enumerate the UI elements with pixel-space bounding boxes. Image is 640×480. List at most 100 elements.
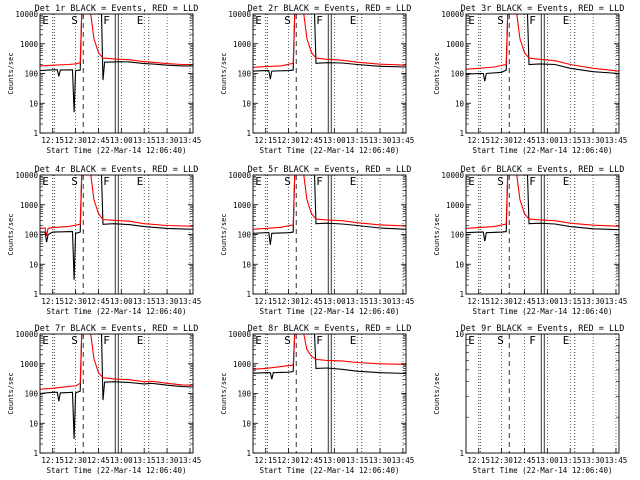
series-events-line: [253, 175, 406, 245]
x-tick-label: 12:30: [490, 136, 513, 145]
x-axis-label: Start Time (22-Mar-14 12:06:40): [47, 146, 187, 155]
x-tick-label: 13:45: [392, 136, 415, 145]
x-tick-label: 12:15: [254, 456, 277, 465]
x-tick-label: 12:45: [87, 456, 110, 465]
marker-label: F: [316, 175, 323, 188]
x-tick-label: 12:30: [64, 136, 87, 145]
panel-title: Det 9r BLACK = Events, RED = LLD: [461, 324, 625, 334]
x-tick-label: 13:45: [605, 297, 628, 306]
x-tick-label: 13:00: [536, 297, 559, 306]
x-tick-label: 12:15: [41, 136, 64, 145]
x-tick-label: 13:15: [346, 136, 369, 145]
marker-label: S: [71, 14, 78, 27]
y-axis-label: Counts/sec: [433, 213, 441, 255]
y-axis-label: Counts/sec: [220, 213, 228, 255]
x-tick-label: 13:00: [536, 136, 559, 145]
y-tick-label: 1000: [20, 40, 39, 49]
plot-frame: [465, 333, 620, 454]
x-tick-label: 13:45: [605, 456, 628, 465]
y-tick-label: 1: [246, 290, 251, 299]
x-tick-label: 12:45: [300, 297, 323, 306]
x-axis-label: Start Time (22-Mar-14 12:06:40): [473, 466, 613, 475]
x-tick-label: 13:15: [559, 297, 582, 306]
marker-label: F: [103, 175, 110, 188]
series-events-line: [253, 334, 406, 380]
marker-label: E: [42, 334, 49, 347]
x-axis-label: Start Time (22-Mar-14 12:06:40): [473, 146, 613, 155]
marker-label: E: [42, 14, 49, 27]
x-tick-label: 12:30: [277, 456, 300, 465]
marker-label: E: [255, 14, 262, 27]
x-tick-label: 13:45: [605, 136, 628, 145]
x-tick-label: 13:30: [156, 136, 179, 145]
x-tick-label: 13:30: [156, 297, 179, 306]
marker-label: E: [350, 14, 357, 27]
x-axis-label: Start Time (22-Mar-14 12:06:40): [260, 466, 400, 475]
x-tick-label: 12:15: [41, 297, 64, 306]
y-tick-label: 1000: [233, 40, 252, 49]
x-tick-label: 13:45: [179, 456, 202, 465]
x-tick-label: 13:00: [110, 136, 133, 145]
y-tick-label: 100: [237, 70, 251, 79]
y-tick-label: 1: [459, 290, 464, 299]
marker-label: E: [468, 334, 475, 347]
series-lld-line: [253, 334, 406, 370]
y-tick-label: 10000: [15, 10, 38, 19]
x-tick-label: 12:30: [64, 297, 87, 306]
x-tick-label: 12:30: [277, 297, 300, 306]
x-tick-label: 12:15: [41, 456, 64, 465]
panel-title: Det 8r BLACK = Events, RED = LLD: [248, 324, 412, 334]
y-tick-label: 1000: [233, 360, 252, 369]
x-tick-label: 13:00: [323, 136, 346, 145]
y-tick-label: 1000: [446, 40, 465, 49]
plot-frame: [252, 13, 407, 134]
x-tick-label: 12:15: [467, 136, 490, 145]
marker-label: E: [255, 175, 262, 188]
plot-frame: [39, 174, 194, 295]
x-tick-label: 13:45: [179, 136, 202, 145]
y-axis-label: Counts/sec: [433, 52, 441, 94]
plot-frame: [39, 13, 194, 134]
y-tick-label: 100: [450, 231, 464, 240]
y-tick-label: 1000: [233, 201, 252, 210]
panel-title: Det 3r BLACK = Events, RED = LLD: [461, 4, 625, 14]
marker-label: E: [563, 14, 570, 27]
plot-frame: [252, 333, 407, 454]
marker-label: S: [284, 14, 291, 27]
y-tick-label: 100: [237, 231, 251, 240]
x-tick-label: 12:15: [254, 297, 277, 306]
y-tick-label: 1: [33, 449, 38, 458]
y-tick-label: 1: [33, 290, 38, 299]
y-tick-label: 10000: [15, 330, 38, 339]
x-axis-label: Start Time (22-Mar-14 12:06:40): [260, 307, 400, 316]
x-tick-label: 13:15: [133, 297, 156, 306]
x-tick-label: 12:30: [277, 136, 300, 145]
x-tick-label: 13:30: [156, 456, 179, 465]
x-tick-label: 12:15: [254, 136, 277, 145]
y-tick-label: 10000: [441, 171, 464, 180]
series-events-line: [466, 175, 619, 242]
x-axis-label: Start Time (22-Mar-14 12:06:40): [473, 307, 613, 316]
y-tick-label: 10000: [15, 171, 38, 180]
x-tick-label: 13:30: [582, 136, 605, 145]
x-tick-label: 13:00: [536, 456, 559, 465]
marker-label: S: [71, 175, 78, 188]
y-tick-label: 10000: [441, 10, 464, 19]
x-tick-label: 13:30: [582, 456, 605, 465]
y-axis-label: Counts/sec: [220, 52, 228, 94]
y-tick-label: 10: [29, 260, 39, 269]
marker-label: E: [563, 334, 570, 347]
panel-title: Det 7r BLACK = Events, RED = LLD: [35, 324, 199, 334]
x-tick-label: 12:45: [87, 136, 110, 145]
marker-label: E: [255, 334, 262, 347]
x-tick-label: 13:15: [133, 456, 156, 465]
plot-frame: [465, 174, 620, 295]
y-axis-label: Counts/sec: [7, 372, 15, 414]
marker-label: F: [316, 334, 323, 347]
series-lld-line: [40, 334, 193, 390]
panel-title: Det 5r BLACK = Events, RED = LLD: [248, 165, 412, 175]
x-tick-label: 13:15: [346, 456, 369, 465]
x-tick-label: 12:30: [64, 456, 87, 465]
x-tick-label: 13:45: [392, 297, 415, 306]
y-tick-label: 10: [455, 330, 465, 339]
